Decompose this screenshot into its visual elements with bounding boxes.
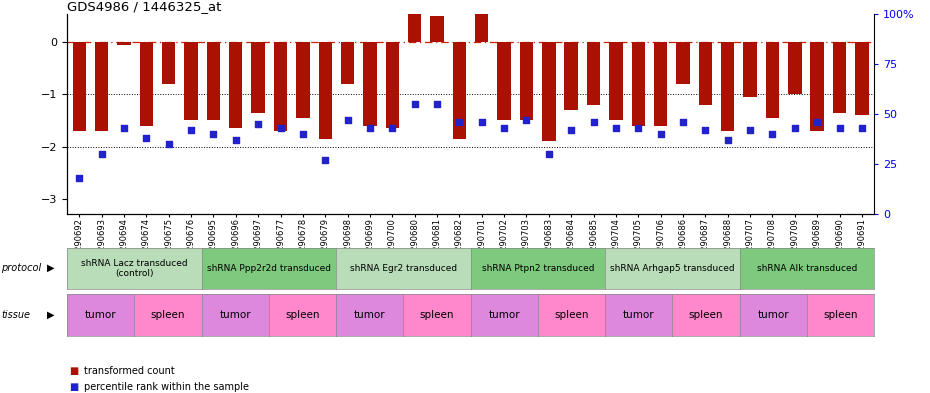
Point <box>653 131 668 137</box>
Bar <box>609 42 623 121</box>
Text: tumor: tumor <box>85 310 116 320</box>
Point <box>765 131 780 137</box>
Point <box>698 127 712 133</box>
Point <box>229 137 244 143</box>
Text: spleen: spleen <box>286 310 320 320</box>
Point <box>608 125 623 131</box>
Text: spleen: spleen <box>151 310 185 320</box>
Bar <box>587 42 600 105</box>
Point <box>363 125 378 131</box>
Text: tumor: tumor <box>488 310 520 320</box>
Text: spleen: spleen <box>419 310 454 320</box>
Bar <box>162 42 176 84</box>
Bar <box>117 42 131 45</box>
Point <box>385 125 400 131</box>
Text: spleen: spleen <box>823 310 857 320</box>
Bar <box>184 42 198 121</box>
Bar <box>296 42 310 118</box>
Bar <box>765 42 779 118</box>
Bar <box>833 42 846 113</box>
Bar <box>95 42 108 131</box>
Bar <box>273 42 287 131</box>
Bar <box>631 42 645 126</box>
Point <box>564 127 578 133</box>
Point <box>541 151 556 157</box>
Point <box>788 125 803 131</box>
Bar <box>206 42 220 121</box>
Point <box>721 137 736 143</box>
Text: protocol: protocol <box>1 263 41 273</box>
Point <box>743 127 758 133</box>
Bar <box>386 42 399 128</box>
Point <box>340 117 355 123</box>
Bar <box>676 42 690 84</box>
Point <box>161 141 176 147</box>
Bar <box>565 42 578 110</box>
Point <box>318 157 333 163</box>
Text: tissue: tissue <box>1 310 30 320</box>
Point <box>72 175 86 181</box>
Point <box>273 125 288 131</box>
Bar <box>810 42 824 131</box>
Point <box>94 151 109 157</box>
Bar <box>788 42 802 94</box>
Point <box>296 131 311 137</box>
Text: tumor: tumor <box>219 310 251 320</box>
Bar <box>341 42 354 84</box>
Point <box>675 119 690 125</box>
Point <box>497 125 512 131</box>
Text: ■: ■ <box>69 382 78 392</box>
Bar <box>73 42 86 131</box>
Text: transformed count: transformed count <box>84 366 175 376</box>
Bar <box>318 42 332 139</box>
Point <box>586 119 601 125</box>
Point <box>519 117 534 123</box>
Bar <box>721 42 735 131</box>
Text: spleen: spleen <box>689 310 724 320</box>
Text: tumor: tumor <box>757 310 790 320</box>
Point <box>474 119 489 125</box>
Text: ▶: ▶ <box>47 310 55 320</box>
Point <box>251 121 266 127</box>
Bar <box>475 4 488 42</box>
Bar <box>743 42 757 97</box>
Bar <box>251 42 265 113</box>
Text: shRNA Ppp2r2d transduced: shRNA Ppp2r2d transduced <box>206 264 331 273</box>
Bar <box>140 42 153 126</box>
Bar <box>229 42 243 128</box>
Bar <box>431 17 444 42</box>
Text: shRNA Arhgap5 transduced: shRNA Arhgap5 transduced <box>610 264 735 273</box>
Point <box>832 125 847 131</box>
Text: tumor: tumor <box>353 310 386 320</box>
Bar <box>542 42 555 141</box>
Point <box>183 127 198 133</box>
Bar <box>856 42 869 115</box>
Text: ■: ■ <box>69 366 78 376</box>
Point <box>206 131 220 137</box>
Point <box>116 125 131 131</box>
Point <box>430 101 445 107</box>
Point <box>139 135 153 141</box>
Bar <box>654 42 668 126</box>
Bar <box>364 42 377 126</box>
Text: spleen: spleen <box>554 310 589 320</box>
Point <box>407 101 422 107</box>
Text: shRNA Lacz transduced
(control): shRNA Lacz transduced (control) <box>81 259 188 278</box>
Bar <box>408 11 421 42</box>
Text: shRNA Egr2 transduced: shRNA Egr2 transduced <box>350 264 457 273</box>
Bar <box>698 42 712 105</box>
Bar <box>498 42 511 121</box>
Text: GDS4986 / 1446325_at: GDS4986 / 1446325_at <box>67 0 221 13</box>
Text: shRNA Ptpn2 transduced: shRNA Ptpn2 transduced <box>482 264 594 273</box>
Point <box>855 125 870 131</box>
Bar <box>520 42 533 121</box>
Text: tumor: tumor <box>623 310 655 320</box>
Point <box>452 119 467 125</box>
Text: ▶: ▶ <box>47 263 55 273</box>
Point <box>810 119 825 125</box>
Bar <box>453 42 466 139</box>
Text: percentile rank within the sample: percentile rank within the sample <box>84 382 248 392</box>
Point <box>631 125 645 131</box>
Text: shRNA Alk transduced: shRNA Alk transduced <box>757 264 857 273</box>
